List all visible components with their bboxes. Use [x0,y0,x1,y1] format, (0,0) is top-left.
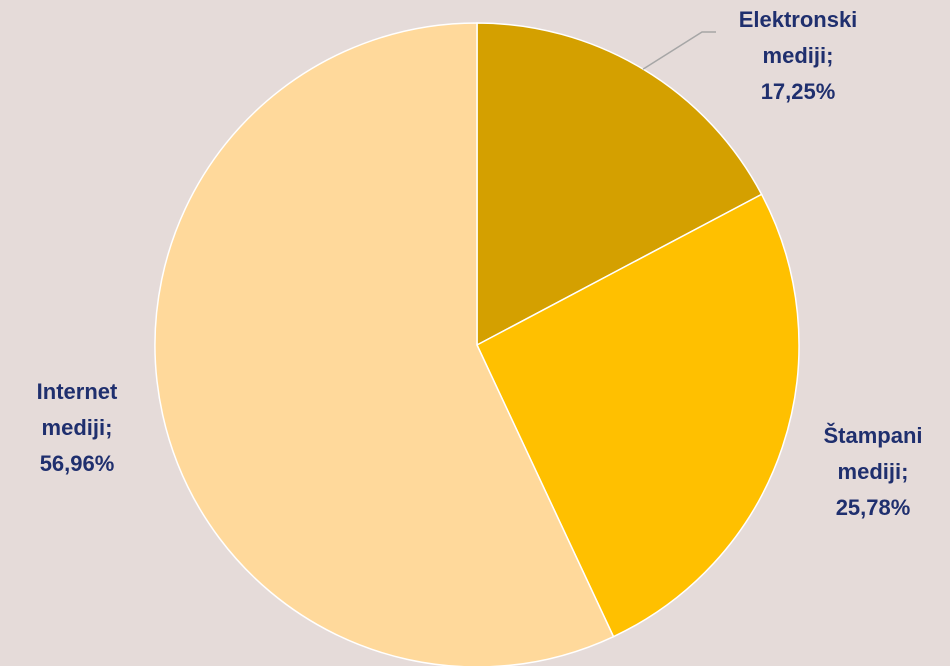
slice-label-internet: Internet mediji; 56,96% [0,374,154,482]
slice-label-elektronski-value: 17,25% [760,79,836,104]
slice-label-internet-value: 56,96% [39,451,115,476]
pie-slice-internet [154,22,615,666]
slice-label-elektronski-name1: Elektronski [738,7,858,32]
slice-label-elektronski-name2: mediji; [762,43,834,68]
slice-label-stampani-name1: Štampani [823,423,923,448]
slice-label-stampani-name2: mediji; [837,459,909,484]
slice-label-elektronski: Elektronski mediji; 17,25% [708,2,888,110]
slice-label-stampani-value: 25,78% [835,495,911,520]
leader-line-elektronski [642,31,716,70]
slice-label-internet-name1: Internet [36,379,118,404]
pie-slice-stampani [476,193,800,638]
slice-label-internet-name2: mediji; [41,415,113,440]
slice-label-stampani: Štampani mediji; 25,78% [796,418,950,526]
